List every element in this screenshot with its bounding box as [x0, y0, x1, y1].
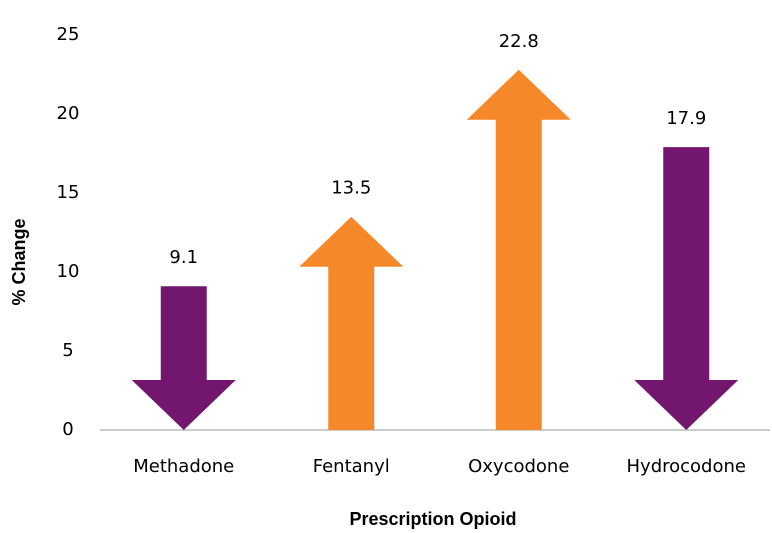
y-tick-label: 0 [62, 419, 73, 440]
y-axis-title: % Change [9, 218, 29, 305]
x-tick-label: Oxycodone [468, 456, 569, 477]
y-tick-label: 15 [57, 182, 80, 203]
arrow-bar [466, 69, 571, 430]
y-tick-label: 25 [57, 24, 80, 45]
x-axis-title: Prescription Opioid [349, 509, 516, 529]
x-tick-label: Fentanyl [313, 456, 390, 477]
arrow-bar [299, 216, 404, 430]
data-label: 17.9 [666, 108, 706, 129]
arrow-bar [131, 286, 236, 430]
y-tick-label: 20 [57, 103, 80, 124]
data-label: 9.1 [169, 247, 198, 268]
arrow-bar [634, 147, 739, 430]
y-tick-label: 5 [62, 340, 73, 361]
x-tick-label: Hydrocodone [627, 456, 746, 477]
y-tick-label: 10 [57, 261, 80, 282]
data-label: 22.8 [499, 31, 539, 52]
data-label: 13.5 [331, 178, 371, 199]
x-tick-label: Methadone [133, 456, 234, 477]
